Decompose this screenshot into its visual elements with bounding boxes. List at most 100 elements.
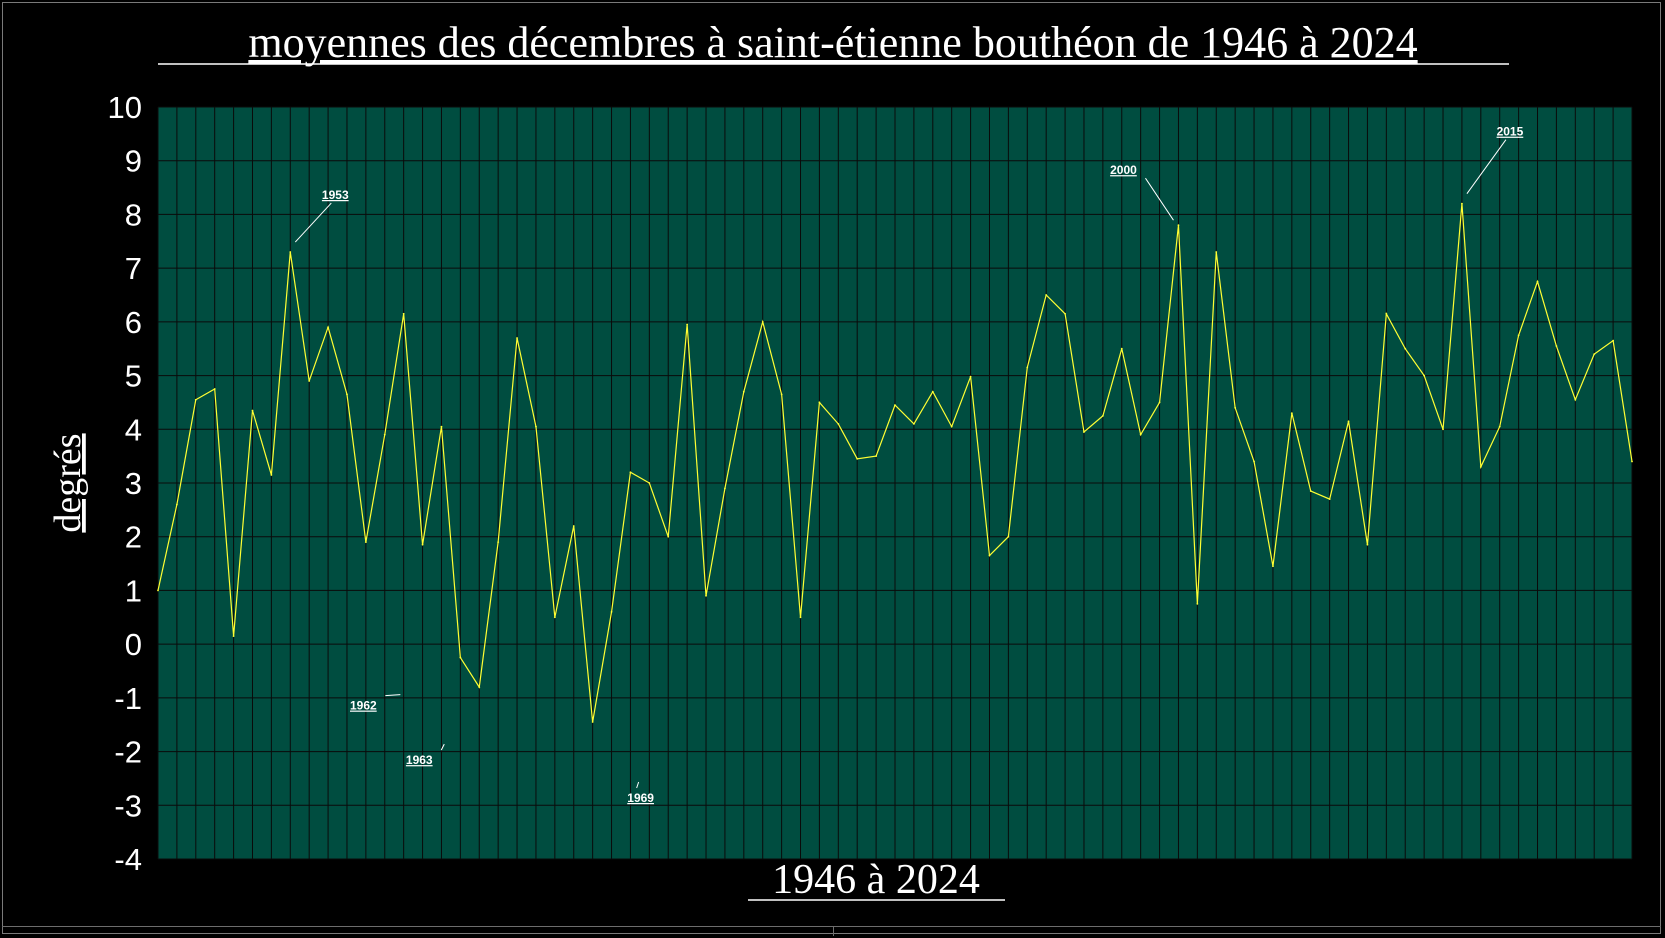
x-axis-label: 1946 à 2024 [772,857,980,903]
data-point [1272,565,1274,568]
data-point [1120,347,1123,350]
data-point [1423,374,1426,377]
y-tick-label: 0 [125,627,142,662]
data-point [818,401,821,404]
annotation-leader-line [1466,139,1507,194]
annotation-label: 1953 [322,188,349,202]
data-point [327,326,329,329]
data-point [1007,535,1010,538]
data-point [1536,280,1539,283]
data-point [780,393,783,396]
data-point [1631,460,1633,463]
annotation-label: 1969 [627,791,654,805]
annotation-label: 2000 [1110,163,1137,177]
data-point [516,337,518,339]
data-point [421,543,424,546]
data-point [1045,294,1048,296]
data-point [478,686,481,689]
data-point [157,589,159,592]
horizontal-grid [158,106,1632,860]
y-tick-label: 9 [125,144,142,179]
data-point [270,474,273,476]
data-point [1612,339,1614,342]
data-point [497,541,500,543]
data-point [1234,406,1237,409]
annotation-label: 1963 [406,753,433,767]
bottom-border-line [2,926,1661,927]
data-point [1309,490,1312,492]
annotation-label: 2015 [1497,125,1524,139]
data-point [894,404,896,407]
data-point [1101,414,1104,417]
data-point [969,375,972,378]
data-point [988,554,991,557]
data-point [761,320,764,323]
data-point [535,425,537,428]
data-point [1177,224,1180,227]
data-point [1461,202,1463,205]
annotations-layer: 1953 1962 1963 1969 2000 2015 [294,125,1524,805]
data-point [1404,347,1407,350]
y-tick-label: 2 [125,520,142,555]
y-tick-label: 5 [125,359,142,394]
data-point [667,535,670,538]
annotation-leader-line [1145,177,1174,221]
y-tick-label: 8 [125,197,142,232]
data-point [1139,433,1142,436]
data-point [648,482,651,484]
annotation-leader-line [636,781,640,789]
data-point [1064,312,1066,315]
y-tick-label: 10 [108,90,142,125]
data-point [591,721,594,723]
data-point [1498,425,1501,428]
annotation-leader-line [385,694,401,697]
data-point [1442,428,1444,431]
data-point [213,388,216,390]
data-point [913,423,915,425]
data-point [629,471,632,474]
data-point [402,312,405,315]
data-point [1385,312,1388,315]
data-point [1196,602,1199,605]
data-point [251,409,254,412]
data-point [1158,401,1161,404]
data-point [724,487,726,490]
data-point [950,425,953,428]
chart-title: moyennes des décembres à saint-étienne b… [248,18,1417,67]
data-point [440,425,443,428]
y-axis-label: degrés [47,433,89,532]
data-point [1555,345,1558,347]
data-point [1328,498,1331,501]
data-point [1479,465,1482,468]
data-point [931,390,934,393]
bottom-border-tick [833,926,834,936]
data-point [1517,334,1520,337]
y-tick-label: 7 [125,251,142,286]
data-point [799,616,802,619]
y-tick-label: -2 [114,735,142,770]
data-point [705,594,707,597]
data-point [572,525,575,527]
data-point [1574,398,1577,401]
data-point [837,423,840,425]
data-point [553,616,556,619]
data-point [875,455,877,458]
y-tick-label: 4 [125,412,142,447]
annotation-leader-line [294,202,332,243]
data-point [308,380,311,382]
data-point [1593,353,1596,355]
y-tick-label: -1 [114,681,142,716]
series-layer [157,202,1633,723]
data-point [1215,251,1218,253]
data-point [1253,460,1255,463]
data-point [459,656,462,659]
data-point [610,611,613,613]
data-point [232,635,235,637]
data-point [289,251,292,253]
data-point [194,398,197,401]
y-tick-label: 3 [125,466,142,501]
